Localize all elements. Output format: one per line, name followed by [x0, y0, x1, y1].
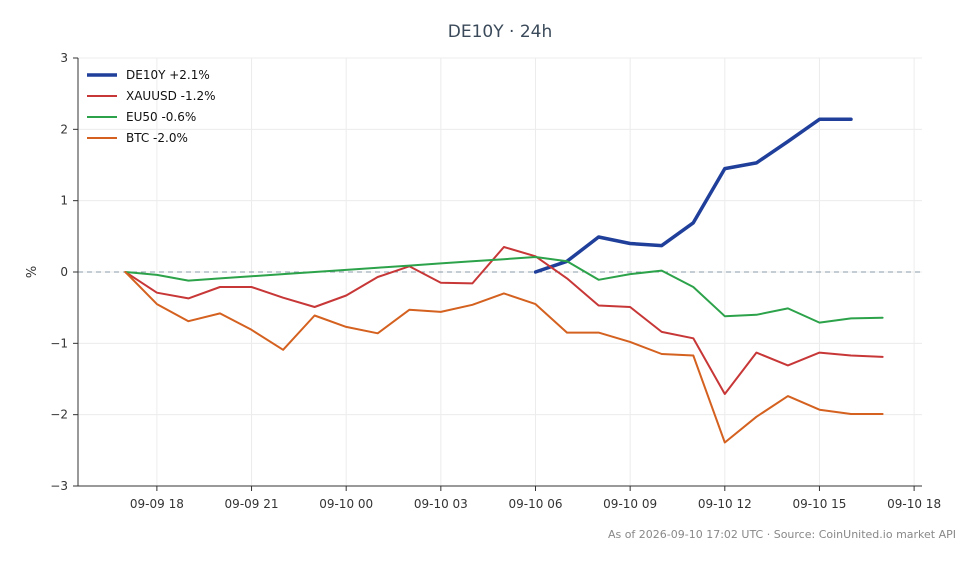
- x-tick-label: 09-10 09: [603, 497, 657, 511]
- y-tick-label: 3: [60, 51, 68, 65]
- legend-label-0: DE10Y +2.1%: [126, 68, 210, 82]
- x-tick-label: 09-10 18: [887, 497, 941, 511]
- legend-label-2: EU50 -0.6%: [126, 110, 196, 124]
- y-tick-label: 2: [60, 122, 68, 136]
- chart-title: DE10Y · 24h: [448, 22, 552, 42]
- x-tick-label: 09-09 21: [225, 497, 279, 511]
- y-tick-label: 1: [60, 194, 68, 208]
- y-axis-label: %: [25, 266, 40, 278]
- x-tick-label: 09-10 00: [319, 497, 373, 511]
- x-tick-label: 09-10 03: [414, 497, 468, 511]
- series-line-3: [124, 271, 884, 444]
- series-lines: [124, 117, 884, 444]
- x-tick-label: 09-10 12: [698, 497, 752, 511]
- series-line-2: [124, 256, 884, 324]
- y-tick-label: 0: [60, 265, 68, 279]
- legend-label-1: XAUUSD -1.2%: [126, 89, 215, 103]
- x-tick-label: 09-10 15: [792, 497, 846, 511]
- series-line-1: [124, 246, 884, 395]
- y-tick-label: −2: [50, 408, 68, 422]
- x-tick-label: 09-10 06: [509, 497, 563, 511]
- legend-label-3: BTC -2.0%: [126, 131, 188, 145]
- source-footnote: As of 2026-09-10 17:02 UTC · Source: Coi…: [608, 528, 956, 541]
- y-tick-label: −3: [50, 479, 68, 493]
- series-line-0: [533, 117, 853, 274]
- y-tick-label: −1: [50, 336, 68, 350]
- axes: 3 2 1 0 −1 −2 −3 09-09 18 09-09 21 09-10 00 09-10 …: [50, 51, 941, 511]
- legend: DE10Y +2.1% XAUUSD -1.2% EU50 -0.6% BTC -2.…: [87, 68, 215, 145]
- x-tick-label: 09-09 18: [130, 497, 184, 511]
